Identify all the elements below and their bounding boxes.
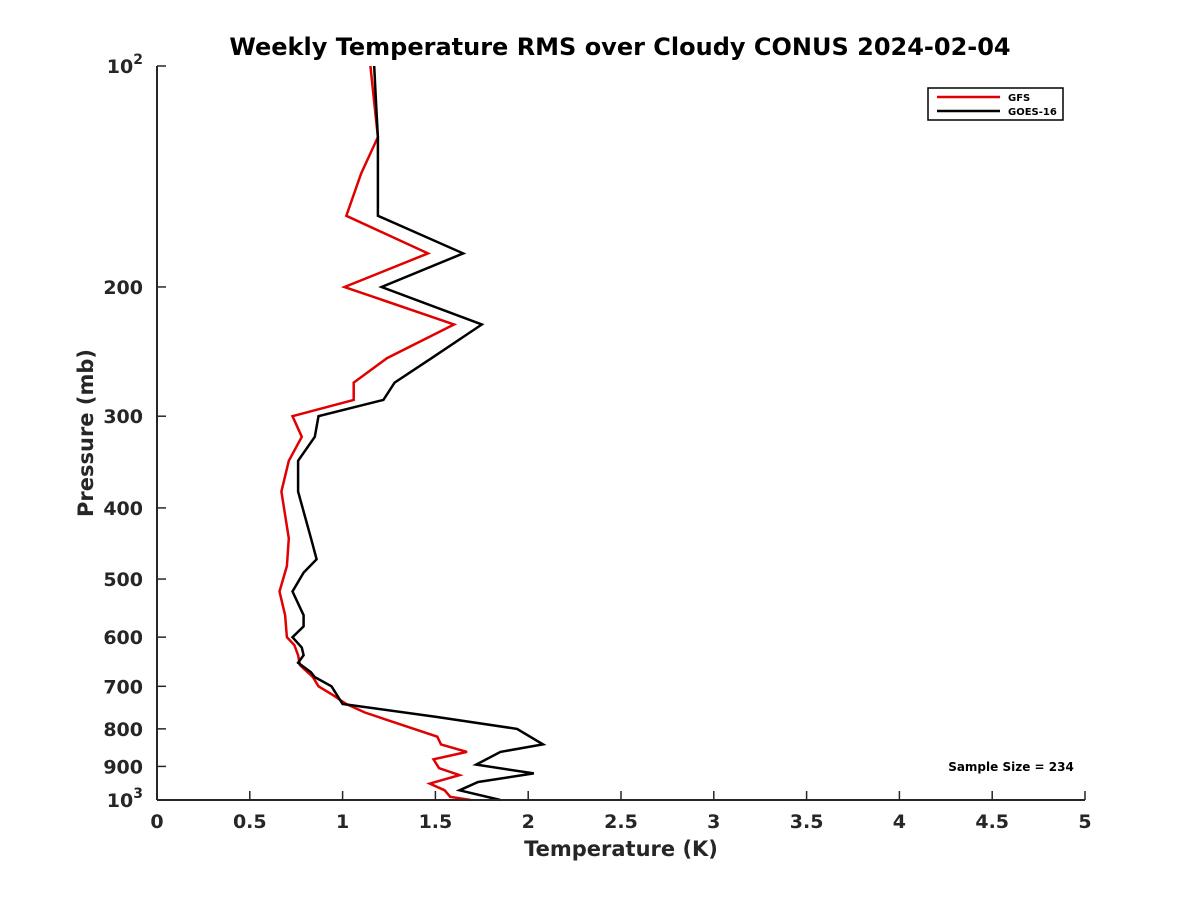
y-tick-exponent: 2 [133,52,143,68]
y-tick-base: 10 [107,790,133,812]
y-tick-label: 300 [103,406,143,428]
legend-label-goes16: GOES-16 [1008,107,1057,118]
x-axis-label: Temperature (K) [524,837,718,861]
x-tick-label: 4 [893,811,906,833]
y-tick-label: 600 [103,627,143,649]
y-tick-label: 400 [103,498,143,520]
x-tick-label: 2.5 [604,811,638,833]
x-tick-label: 1.5 [419,811,453,833]
x-tick-label: 0.5 [233,811,267,833]
y-tick-exponent: 3 [133,786,143,802]
legend: GFS GOES-16 [927,87,1064,121]
y-axis-label: Pressure (mb) [74,349,98,517]
y-tick-base: 10 [107,56,133,78]
y-tick-label: 900 [103,756,143,778]
x-tick-label: 3 [707,811,720,833]
x-tick-label: 3.5 [790,811,824,833]
chart-title: Weekly Temperature RMS over Cloudy CONUS… [229,33,1010,61]
x-tick-label: 4.5 [975,811,1009,833]
legend-box [927,87,1064,121]
x-tick-label: 1 [336,811,349,833]
x-tick-label: 2 [522,811,535,833]
y-tick-label: 200 [103,277,143,299]
x-ticks: 0 0.5 1 1.5 2 2.5 3 3.5 4 4.5 5 [150,791,1092,833]
series-line-gfs [278,65,471,802]
y-tick-label: 102 [107,52,143,78]
y-tick-label: 103 [107,786,143,812]
series-line-goes16 [290,65,547,802]
x-tick-label: 0 [150,811,163,833]
y-tick-label: 500 [103,569,143,591]
y-tick-label: 800 [103,719,143,741]
x-tick-label: 5 [1078,811,1091,833]
y-tick-label: 700 [103,676,143,698]
plot-lines [278,65,547,802]
sample-size-annotation: Sample Size = 234 [948,760,1074,774]
legend-label-gfs: GFS [1008,93,1030,104]
